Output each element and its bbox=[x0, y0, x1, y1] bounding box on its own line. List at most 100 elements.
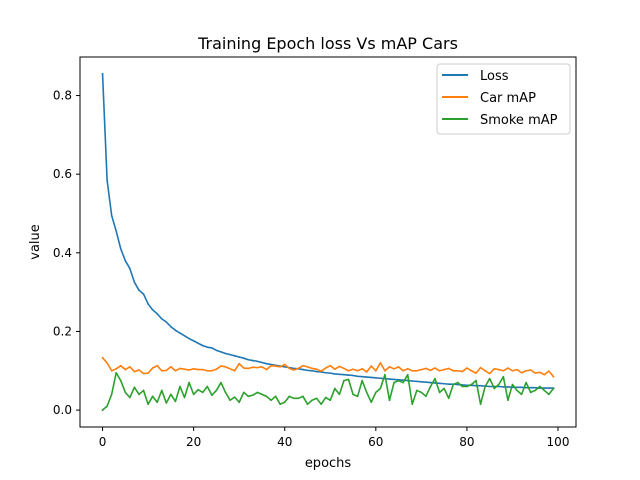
data-point-car-map bbox=[543, 373, 546, 376]
data-point-smoke-map bbox=[315, 397, 318, 400]
data-point-smoke-map bbox=[484, 385, 486, 388]
data-point-smoke-map bbox=[338, 393, 341, 396]
series-line-loss bbox=[101, 73, 555, 389]
data-point-smoke-map bbox=[416, 389, 418, 392]
data-point-loss bbox=[516, 386, 518, 389]
data-point-car-map bbox=[534, 372, 537, 374]
data-point-car-map bbox=[160, 369, 163, 372]
data-point-car-map bbox=[420, 368, 423, 371]
data-point-smoke-map bbox=[233, 396, 236, 398]
data-point-loss bbox=[416, 380, 418, 383]
data-point-loss bbox=[302, 368, 304, 371]
data-point-car-map bbox=[438, 369, 441, 372]
data-point-smoke-map bbox=[106, 405, 108, 407]
data-point-loss bbox=[420, 380, 423, 383]
data-point-car-map bbox=[502, 369, 505, 372]
data-point-smoke-map bbox=[397, 379, 400, 382]
data-point-car-map bbox=[165, 369, 168, 372]
data-point-loss bbox=[211, 347, 213, 349]
data-point-loss bbox=[548, 387, 550, 389]
data-point-car-map bbox=[224, 366, 227, 368]
data-point-car-map bbox=[156, 364, 158, 367]
data-point-loss bbox=[488, 385, 491, 388]
data-point-loss bbox=[457, 383, 459, 386]
data-point-smoke-map bbox=[215, 389, 218, 392]
data-point-smoke-map bbox=[525, 381, 527, 384]
data-point-loss bbox=[534, 386, 537, 389]
data-point-loss bbox=[502, 386, 505, 388]
data-point-smoke-map bbox=[242, 391, 245, 394]
data-point-smoke-map bbox=[311, 399, 313, 402]
data-point-car-map bbox=[129, 366, 131, 368]
data-point-car-map bbox=[475, 372, 477, 374]
data-point-loss bbox=[347, 374, 350, 376]
data-point-car-map bbox=[201, 368, 204, 371]
data-point-loss bbox=[256, 360, 259, 363]
data-point-smoke-map bbox=[270, 399, 272, 402]
data-point-car-map bbox=[215, 368, 218, 371]
data-point-car-map bbox=[293, 369, 295, 371]
data-point-smoke-map bbox=[375, 391, 377, 394]
data-point-smoke-map bbox=[224, 391, 227, 394]
data-point-smoke-map bbox=[206, 385, 209, 388]
data-point-smoke-map bbox=[447, 397, 450, 400]
data-point-smoke-map bbox=[470, 383, 473, 386]
y-tick-label: 0.4 bbox=[53, 246, 72, 260]
data-point-smoke-map bbox=[115, 371, 118, 374]
data-point-car-map bbox=[406, 368, 409, 370]
data-point-loss bbox=[361, 375, 363, 378]
data-point-smoke-map bbox=[220, 381, 222, 384]
data-point-car-map bbox=[238, 362, 240, 365]
data-point-car-map bbox=[142, 372, 145, 375]
x-tick-label: 60 bbox=[368, 435, 383, 449]
data-point-car-map bbox=[488, 372, 491, 375]
data-point-loss bbox=[375, 377, 377, 379]
data-point-smoke-map bbox=[406, 373, 409, 376]
y-tick-label: 0.6 bbox=[53, 167, 72, 181]
data-point-loss bbox=[133, 281, 136, 284]
data-point-smoke-map bbox=[452, 383, 455, 386]
data-point-loss bbox=[165, 321, 168, 323]
data-point-loss bbox=[343, 373, 345, 376]
y-axis-label: value bbox=[28, 224, 43, 260]
data-point-smoke-map bbox=[119, 379, 122, 382]
data-point-car-map bbox=[229, 368, 231, 370]
data-point-smoke-map bbox=[516, 389, 518, 392]
data-point-loss bbox=[138, 289, 140, 291]
data-point-smoke-map bbox=[142, 389, 145, 392]
data-point-loss bbox=[306, 369, 309, 372]
legend-box bbox=[436, 63, 571, 135]
data-point-smoke-map bbox=[498, 383, 500, 386]
x-tick-label: 80 bbox=[459, 435, 474, 449]
y-tick-label: 0.0 bbox=[53, 403, 72, 417]
data-point-car-map bbox=[279, 366, 281, 368]
data-point-smoke-map bbox=[297, 397, 300, 400]
data-point-car-map bbox=[179, 367, 181, 370]
data-point-car-map bbox=[365, 371, 368, 373]
data-point-car-map bbox=[188, 369, 190, 371]
data-point-smoke-map bbox=[488, 377, 491, 380]
data-point-smoke-map bbox=[288, 395, 291, 398]
data-point-loss bbox=[183, 334, 186, 337]
series-group bbox=[101, 73, 555, 412]
data-point-smoke-map bbox=[306, 403, 309, 405]
data-point-smoke-map bbox=[261, 393, 263, 396]
data-point-loss bbox=[106, 179, 108, 181]
data-point-smoke-map bbox=[534, 389, 537, 392]
data-point-smoke-map bbox=[429, 385, 432, 388]
data-point-smoke-map bbox=[393, 381, 395, 384]
data-point-smoke-map bbox=[538, 385, 541, 388]
data-point-loss bbox=[170, 325, 172, 328]
data-point-smoke-map bbox=[324, 396, 327, 399]
data-point-car-map bbox=[106, 362, 108, 364]
data-point-smoke-map bbox=[502, 375, 505, 378]
data-point-car-map bbox=[147, 372, 149, 374]
data-point-car-map bbox=[461, 370, 464, 373]
data-point-smoke-map bbox=[475, 379, 477, 382]
data-point-car-map bbox=[265, 368, 268, 371]
data-point-smoke-map bbox=[343, 379, 345, 382]
data-point-smoke-map bbox=[334, 387, 336, 390]
data-point-loss bbox=[411, 380, 414, 382]
data-point-car-map bbox=[115, 368, 118, 370]
data-point-car-map bbox=[434, 367, 436, 369]
